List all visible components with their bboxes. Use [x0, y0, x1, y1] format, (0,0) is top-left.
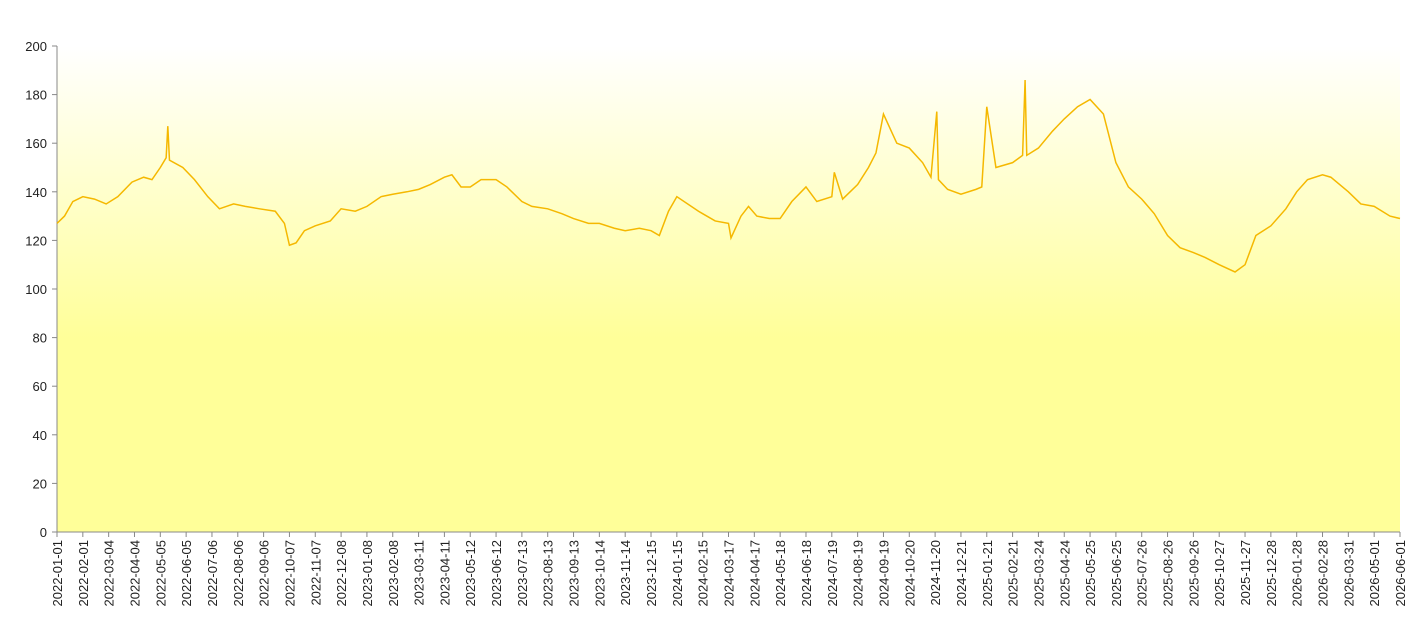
x-tick-label: 2023-04-11: [437, 540, 452, 606]
x-tick-label: 2023-08-13: [541, 540, 556, 607]
x-tick-label: 2022-02-01: [76, 540, 91, 607]
x-tick-label: 2025-12-28: [1264, 540, 1279, 607]
y-tick-label: 120: [25, 233, 47, 248]
x-tick-label: 2023-12-15: [644, 540, 659, 607]
x-tick-label: 2023-01-08: [360, 540, 375, 607]
y-tick-label: 160: [25, 136, 47, 151]
x-tick-label: 2026-02-28: [1316, 540, 1331, 607]
data-line: [56, 79, 1401, 273]
x-tick-label: 2024-05-18: [773, 540, 788, 607]
x-tick-label: 2022-04-04: [127, 540, 142, 607]
x-tick-label: 2024-08-19: [851, 540, 866, 607]
x-tick-label: 2022-08-06: [231, 540, 246, 607]
x-tick-label: 2026-01-28: [1290, 540, 1305, 607]
x-tick-label: 2025-04-24: [1057, 540, 1072, 607]
x-tick-label: 2022-10-07: [282, 540, 297, 607]
y-tick-label: 200: [25, 39, 47, 54]
x-tick-label: 2022-11-07: [308, 540, 323, 606]
x-tick-label: 2023-02-08: [386, 540, 401, 607]
y-tick-label: 20: [33, 476, 47, 491]
x-tick-label: 2025-07-26: [1135, 540, 1150, 607]
plot-background: [57, 46, 1400, 532]
x-tick-label: 2022-06-05: [179, 540, 194, 607]
x-tick-label: 2025-03-24: [1031, 540, 1046, 607]
x-tick-label: 2026-06-01: [1393, 540, 1408, 607]
x-tick-label: 2024-11-20: [928, 540, 943, 606]
x-tick-label: 2024-02-15: [696, 540, 711, 607]
y-tick-label: 40: [33, 428, 47, 443]
x-tick-label: 2024-09-19: [876, 540, 891, 607]
x-tick-label: 2024-01-15: [670, 540, 685, 607]
x-tick-label: 2024-06-18: [799, 540, 814, 607]
x-tick-label: 2025-10-27: [1212, 540, 1227, 607]
x-tick-label: 2023-05-12: [463, 540, 478, 607]
x-tick-label: 2022-12-08: [334, 540, 349, 607]
x-tick-label: 2023-10-14: [592, 540, 607, 607]
x-tick-label: 2025-11-27: [1238, 540, 1253, 606]
x-tick-label: 2022-07-06: [205, 540, 220, 607]
x-tick-label: 2022-03-04: [102, 540, 117, 607]
x-tick-label: 2023-09-13: [567, 540, 582, 607]
x-tick-label: 2024-03-17: [722, 540, 737, 607]
y-tick-label: 100: [25, 282, 47, 297]
y-tick-label: 180: [25, 88, 47, 103]
x-tick-label: 2024-04-17: [747, 540, 762, 607]
x-tick-label: 2024-10-20: [902, 540, 917, 607]
x-tick-label: 2025-06-25: [1109, 540, 1124, 607]
x-tick-label: 2025-08-26: [1161, 540, 1176, 607]
x-tick-label: 2023-03-11: [412, 540, 427, 606]
x-tick-label: 2025-02-21: [1006, 540, 1021, 607]
y-tick-label: 60: [33, 379, 47, 394]
y-tick-label: 140: [25, 185, 47, 200]
x-tick-label: 2022-09-06: [257, 540, 272, 607]
y-tick-label: 80: [33, 331, 47, 346]
x-tick-label: 2024-07-19: [825, 540, 840, 607]
x-tick-label: 2023-11-14: [618, 540, 633, 606]
x-tick-label: 2023-06-12: [489, 540, 504, 607]
x-tick-label: 2023-07-13: [515, 540, 530, 607]
x-tick-label: 2024-12-21: [954, 540, 969, 607]
x-tick-label: 2025-05-25: [1083, 540, 1098, 607]
x-tick-label: 2022-05-05: [153, 540, 168, 607]
x-tick-label: 2025-09-26: [1186, 540, 1201, 607]
x-tick-label: 2022-01-01: [50, 540, 65, 607]
x-tick-label: 2025-01-21: [980, 540, 995, 607]
y-tick-label: 0: [40, 525, 47, 540]
x-tick-label: 2026-03-31: [1341, 540, 1356, 607]
x-tick-label: 2026-05-01: [1367, 540, 1382, 607]
